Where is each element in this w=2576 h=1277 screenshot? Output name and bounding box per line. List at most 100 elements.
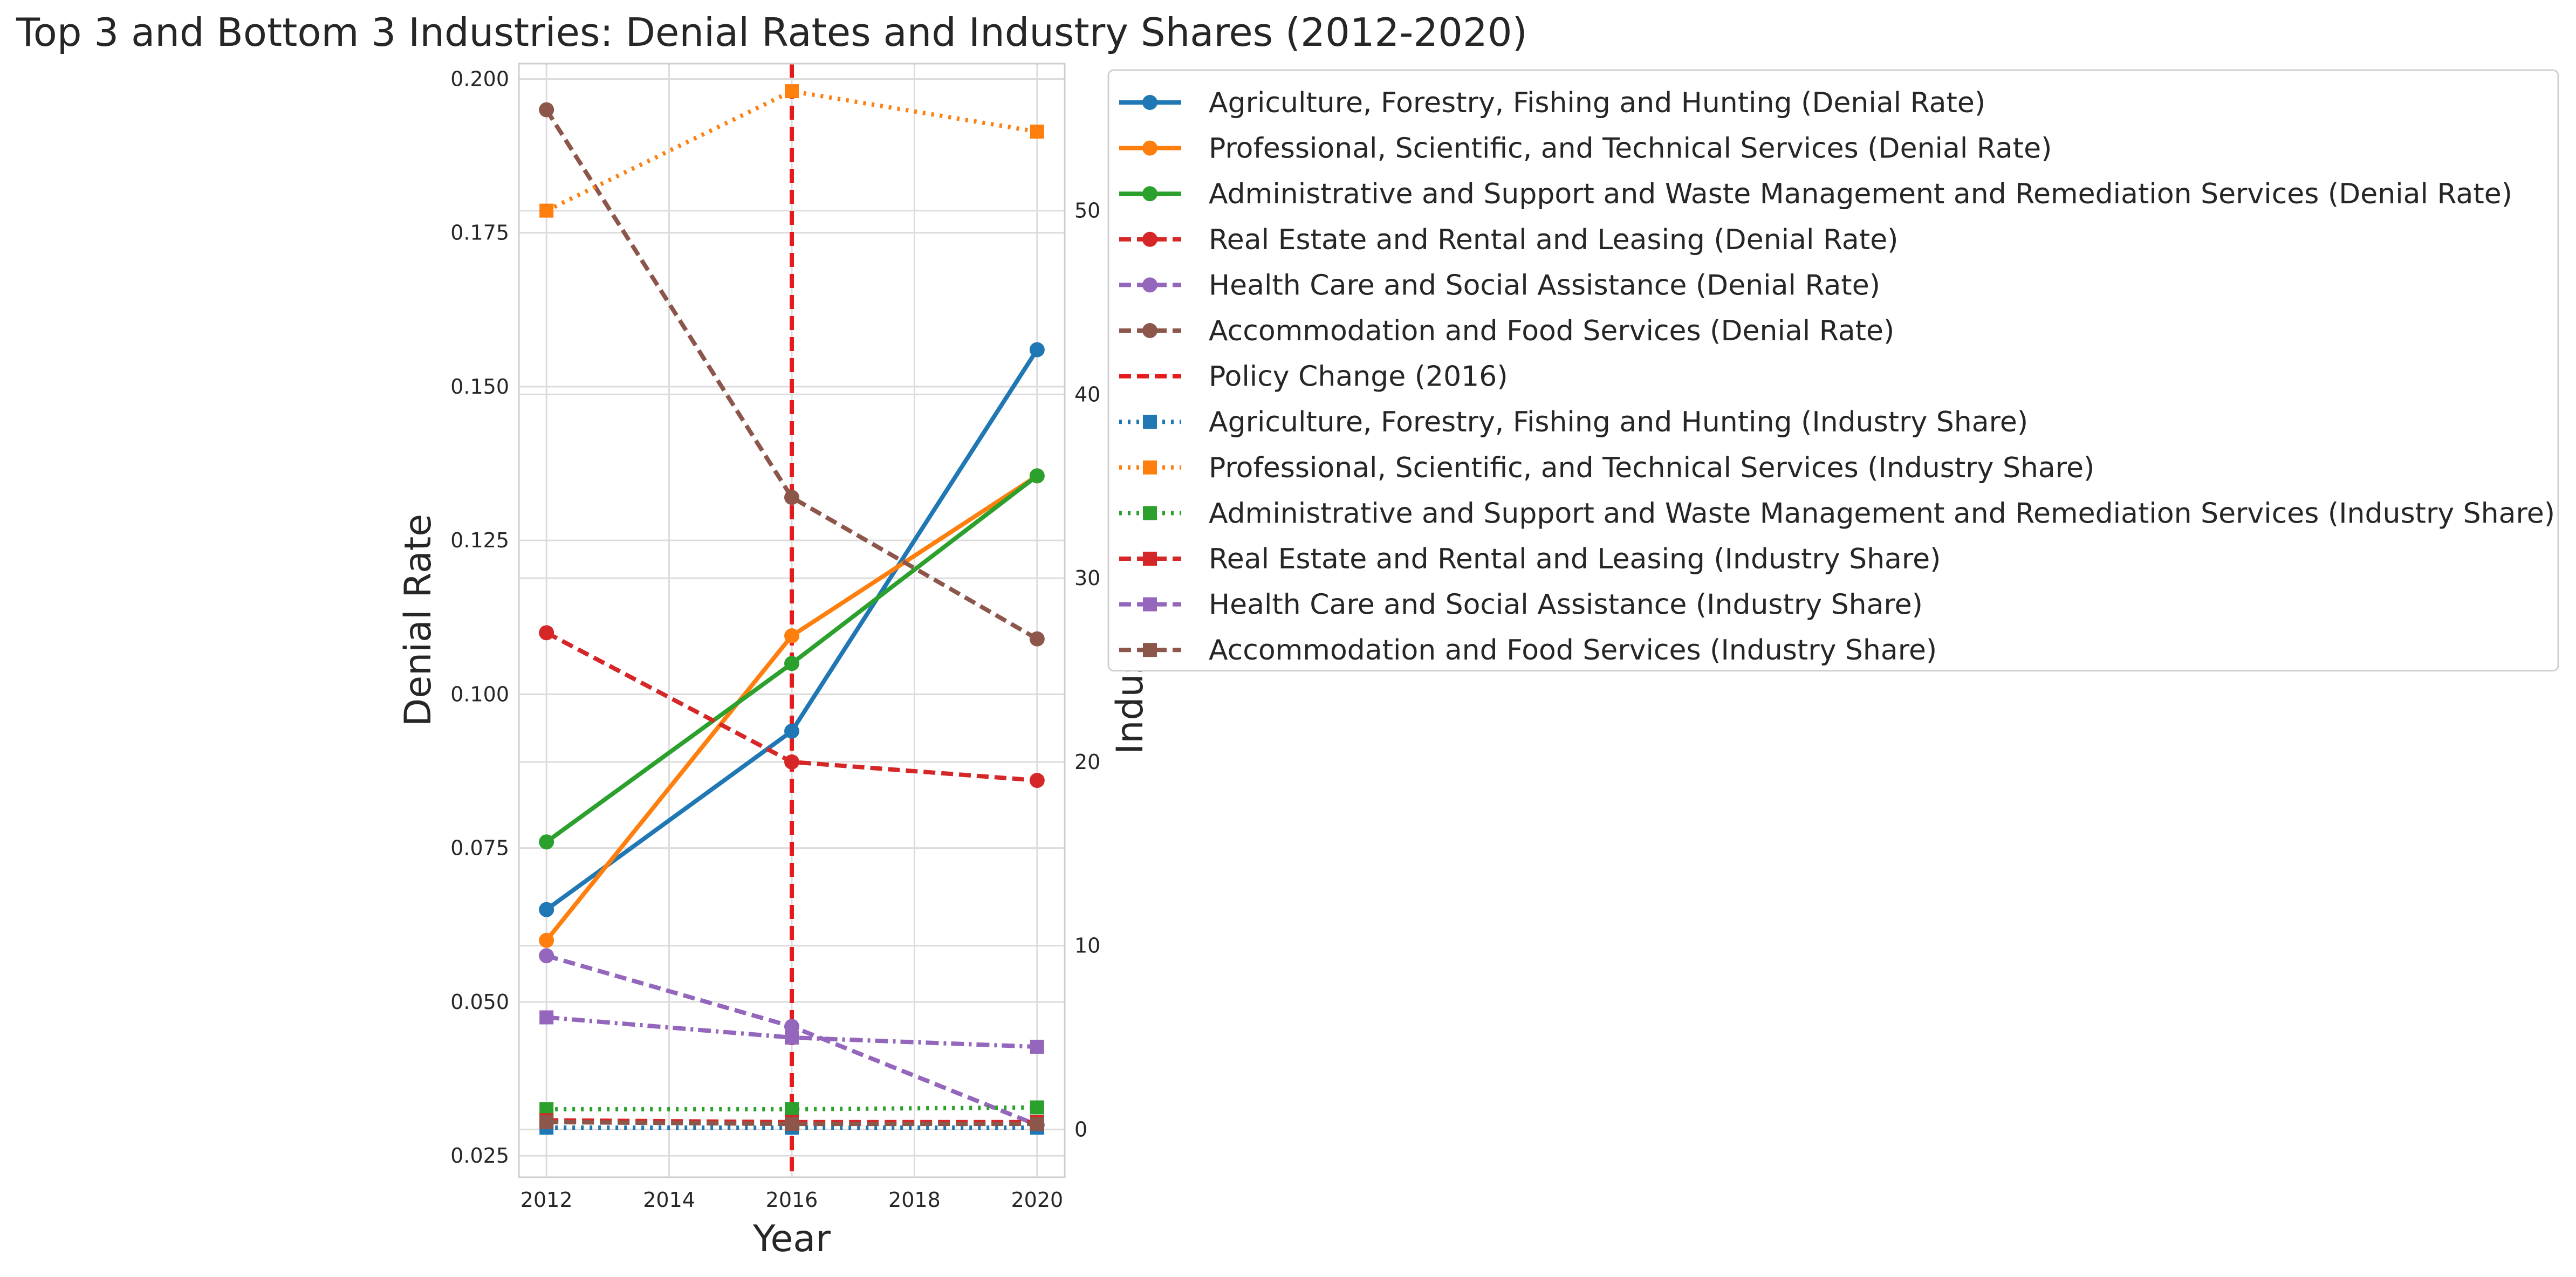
series-3 (539, 468, 1045, 850)
data-point-circle (784, 628, 799, 644)
data-point-square (1030, 1040, 1044, 1054)
data-point-square (785, 1117, 799, 1131)
y-tick-label-left: 0.100 (450, 682, 509, 706)
legend-label: Real Estate and Rental and Leasing (Indu… (1209, 543, 1941, 575)
y-tick-label-left: 0.200 (450, 67, 509, 91)
legend-label: Real Estate and Rental and Leasing (Deni… (1209, 224, 1898, 256)
legend-label: Administrative and Support and Waste Man… (1209, 178, 2512, 210)
y-tick-label-right: 10 (1074, 934, 1100, 958)
legend-marker-circle (1142, 323, 1157, 338)
data-point-square (785, 84, 799, 99)
legend-marker-square (1143, 415, 1157, 429)
legend-marker-square (1143, 506, 1157, 520)
data-point-circle (539, 902, 554, 917)
data-point-circle (539, 834, 554, 850)
data-point-circle (784, 723, 799, 739)
y-tick-label-right: 50 (1074, 199, 1100, 223)
legend-item: Health Care and Social Assistance (Indus… (1119, 589, 1923, 621)
legend-label: Accommodation and Food Services (Industr… (1209, 634, 1937, 667)
legend-marker-square (1143, 597, 1157, 612)
legend-item: Policy Change (2016) (1119, 361, 1508, 393)
legend-item: Real Estate and Rental and Leasing (Indu… (1119, 543, 1941, 575)
legend-item: Professional, Scientific, and Technical … (1119, 452, 2094, 484)
legend-marker-circle (1142, 277, 1157, 293)
legend-marker-circle (1142, 95, 1157, 110)
series-4 (539, 625, 1045, 788)
series-line (546, 1120, 1037, 1127)
legend-label: Health Care and Social Assistance (Denia… (1209, 269, 1880, 301)
series-layer (539, 84, 1045, 1135)
data-point-circle (539, 102, 554, 118)
data-point-circle (784, 656, 799, 671)
data-point-circle (784, 490, 799, 505)
x-tick-label: 2020 (1011, 1188, 1063, 1212)
series-12 (539, 1115, 1044, 1131)
legend-item: Accommodation and Food Services (Denial … (1119, 315, 1894, 347)
x-axis-label: Year (752, 1218, 831, 1260)
legend-label: Administrative and Support and Waste Man… (1209, 497, 2555, 530)
series-6 (539, 102, 1045, 647)
data-point-circle (1029, 342, 1045, 358)
data-point-square (785, 1102, 799, 1116)
series-line (544, 108, 1038, 641)
legend-marker-square (1143, 643, 1157, 657)
data-point-circle (539, 932, 554, 948)
ticks: 2012 2014 2016 2018 2020 0.025 0.050 0.075 0.100… (450, 67, 1100, 1212)
series-9 (539, 1100, 1044, 1116)
y-tick-label-left: 0.150 (450, 375, 509, 399)
legend-marker-circle (1142, 186, 1157, 202)
x-tick-label: 2014 (643, 1188, 695, 1212)
legend-label: Accommodation and Food Services (Denial … (1209, 315, 1894, 347)
legend-marker-circle (1142, 231, 1157, 247)
x-tick-label: 2012 (520, 1188, 573, 1212)
legend-item: Agriculture, Forestry, Fishing and Hunti… (1119, 406, 2028, 438)
series-11 (539, 1010, 1044, 1054)
y-tick-label-right: 40 (1074, 382, 1100, 406)
legend-item: Real Estate and Rental and Leasing (Deni… (1119, 224, 1898, 256)
data-point-square (539, 1115, 554, 1129)
data-point-circle (539, 948, 554, 964)
y-tick-label-left: 0.050 (450, 990, 509, 1014)
legend-item: Administrative and Support and Waste Man… (1119, 178, 2512, 210)
series-8 (539, 84, 1044, 218)
data-point-square (539, 203, 554, 218)
y-axis-label-left: Denial Rate (397, 514, 440, 726)
data-point-circle (784, 754, 799, 770)
legend-label: Professional, Scientific, and Technical … (1209, 133, 2052, 165)
y-tick-label-left: 0.075 (450, 836, 509, 860)
y-tick-label-right: 30 (1074, 566, 1100, 590)
y-tick-label-left: 0.175 (450, 221, 509, 245)
y-tick-label-right: 0 (1074, 1117, 1087, 1141)
legend-box (1107, 69, 2559, 672)
data-point-square (1030, 1100, 1044, 1115)
data-point-square (1030, 1117, 1044, 1131)
legend-item: Accommodation and Food Services (Industr… (1119, 634, 1937, 667)
legend-label: Policy Change (2016) (1209, 361, 1508, 393)
y-tick-label-right: 20 (1074, 750, 1100, 774)
x-tick-label: 2018 (888, 1188, 941, 1212)
series-1 (539, 342, 1045, 917)
legend-item: Professional, Scientific, and Technical … (1119, 133, 2052, 165)
legend-item: Agriculture, Forestry, Fishing and Hunti… (1119, 87, 1985, 119)
legend-label: Health Care and Social Assistance (Indus… (1209, 589, 1923, 621)
legend-label: Agriculture, Forestry, Fishing and Hunti… (1209, 87, 1985, 119)
y-tick-label-left: 0.125 (450, 528, 509, 552)
legend-marker-circle (1142, 140, 1157, 156)
legend-marker-square (1143, 460, 1157, 475)
data-point-circle (784, 1019, 799, 1034)
data-point-square (785, 1031, 799, 1045)
legend-item: Administrative and Support and Waste Man… (1119, 497, 2555, 530)
legend-label: Agriculture, Forestry, Fishing and Hunti… (1209, 406, 2028, 438)
legend-label: Professional, Scientific, and Technical … (1209, 452, 2094, 484)
data-point-square (539, 1010, 554, 1025)
legend-marker-square (1143, 552, 1157, 566)
legend: Agriculture, Forestry, Fishing and Hunti… (1107, 69, 2559, 672)
plot-frame (518, 63, 1066, 1178)
data-point-circle (1029, 631, 1045, 647)
data-point-circle (1029, 773, 1045, 788)
y-tick-label-left: 0.025 (450, 1144, 509, 1168)
legend-item: Health Care and Social Assistance (Denia… (1119, 269, 1880, 301)
data-point-circle (539, 625, 554, 641)
data-point-circle (1029, 468, 1045, 484)
